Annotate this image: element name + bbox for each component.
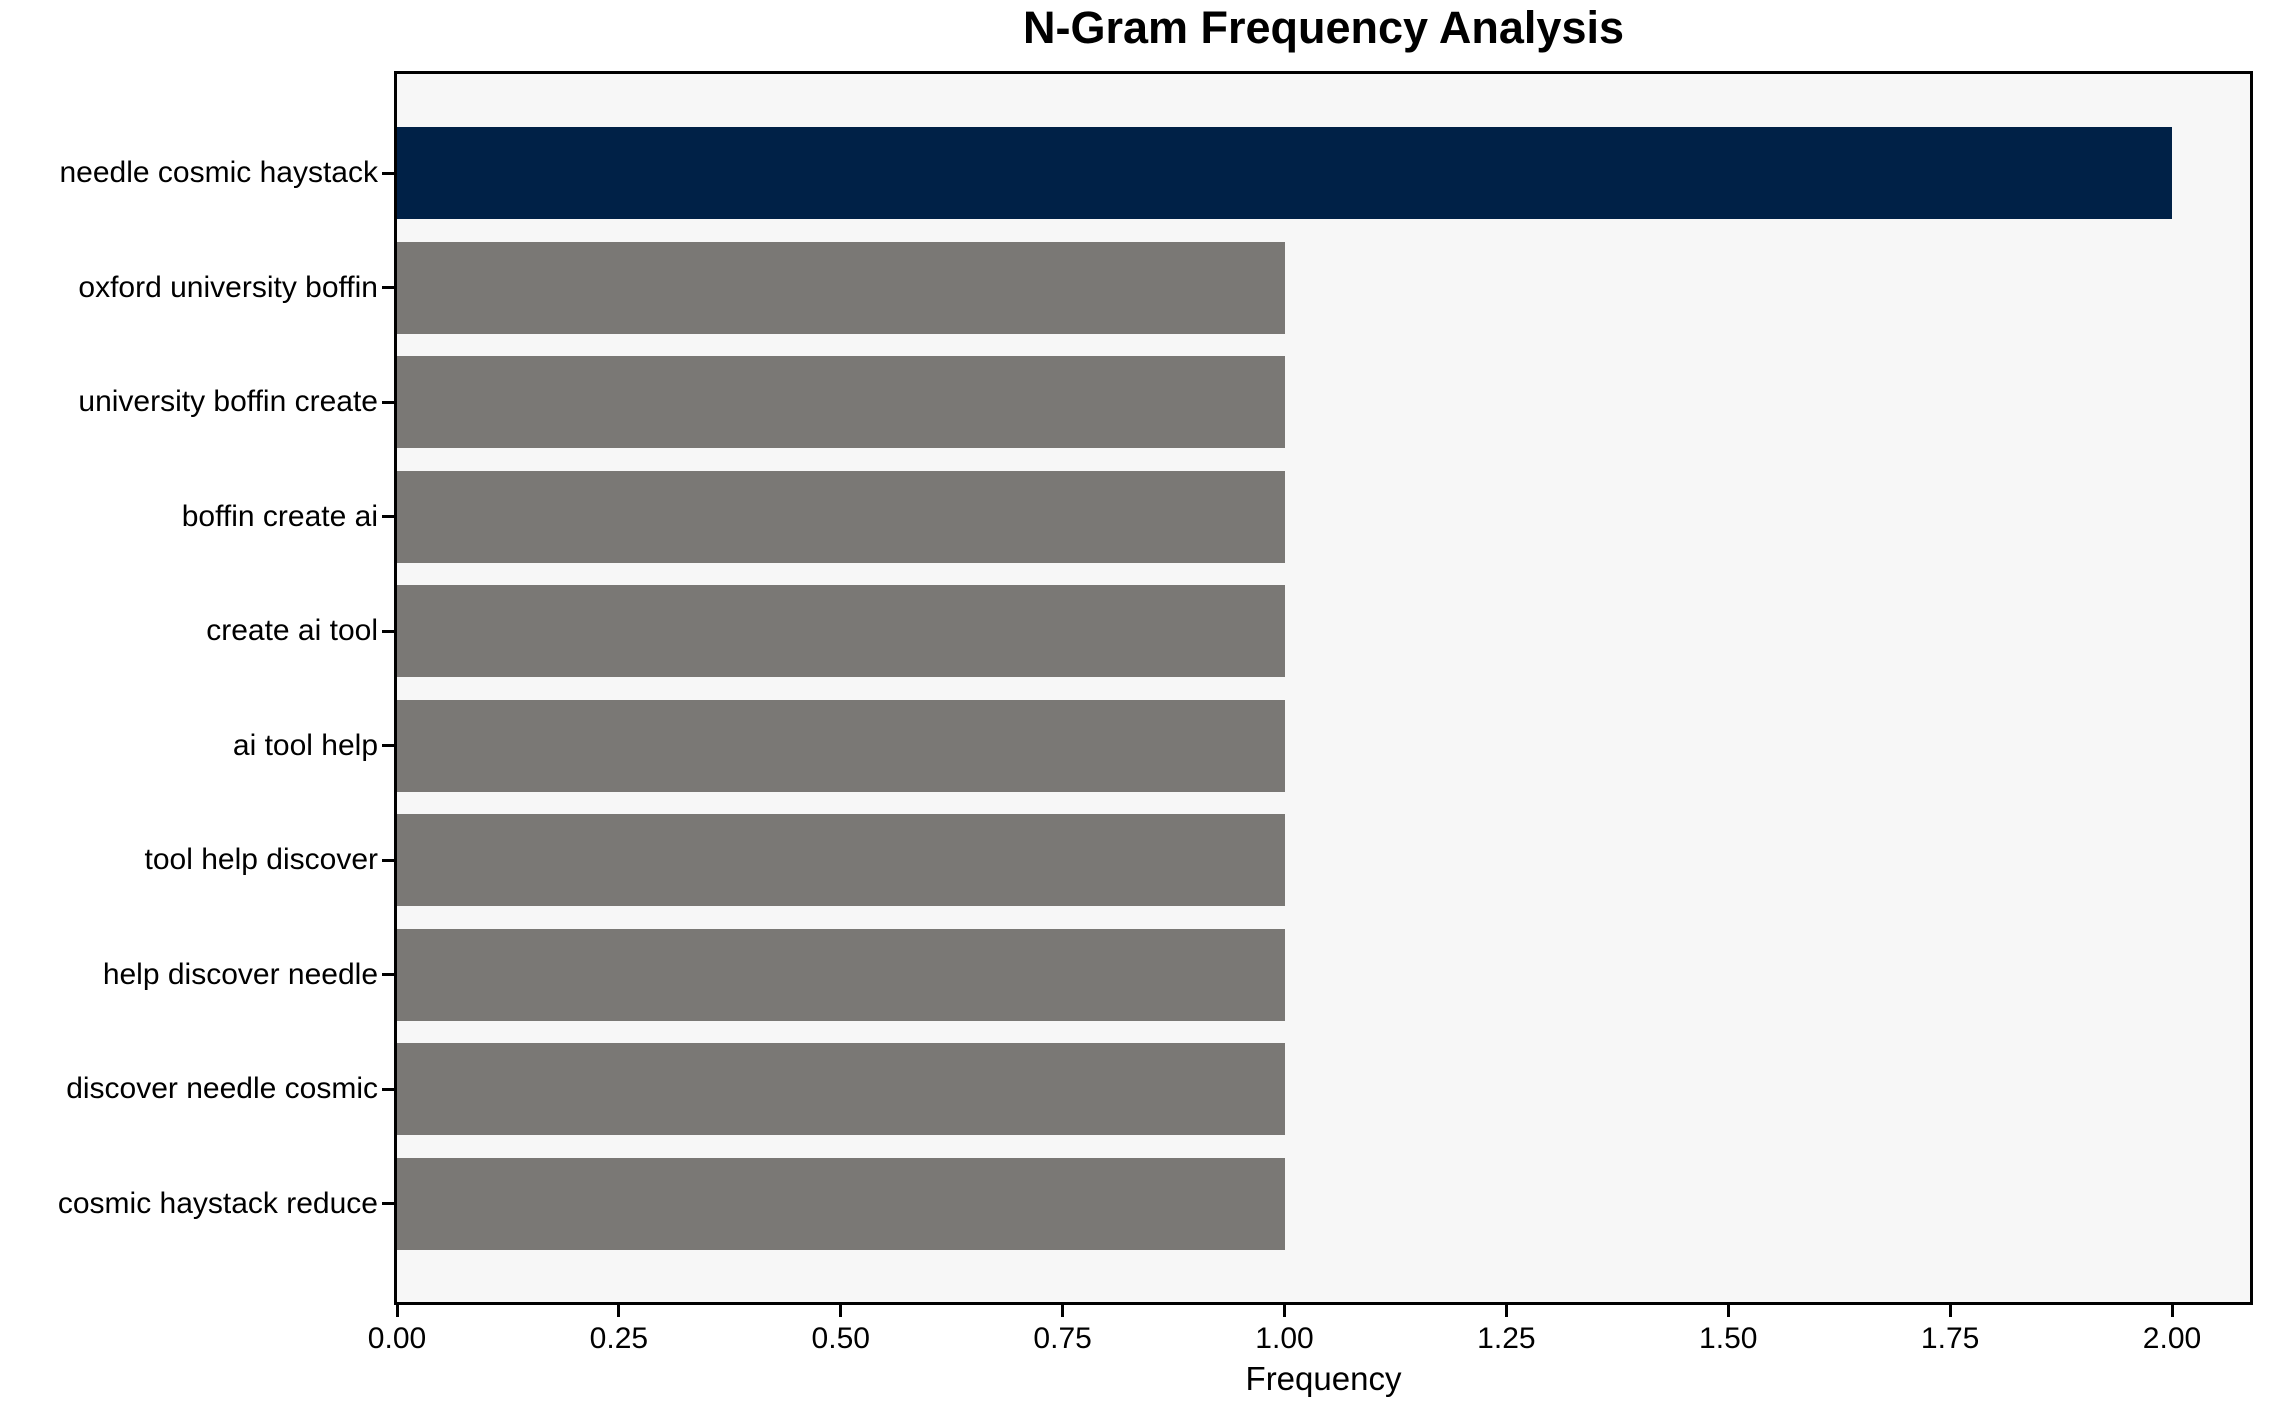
y-tick-mark <box>382 171 394 175</box>
y-tick-mark <box>382 1087 394 1091</box>
x-tick-mark <box>1061 1305 1065 1317</box>
y-tick-mark <box>382 629 394 633</box>
x-tick-label: 1.00 <box>1255 1322 1314 1355</box>
x-tick-label: 0.75 <box>1033 1322 1092 1355</box>
y-tick-label: university boffin create <box>78 385 378 418</box>
x-tick-mark <box>839 1305 843 1317</box>
y-tick-label: help discover needle <box>102 957 378 991</box>
bar-help-discover-needle <box>397 928 1285 1021</box>
bar-university-boffin-create <box>397 356 1285 448</box>
y-tick-mark <box>382 515 394 518</box>
bar-boffin-create-ai <box>397 470 1285 563</box>
bar-discover-needle-cosmic <box>397 1043 1285 1135</box>
y-tick-mark <box>382 286 394 289</box>
bar-create-ai-tool <box>397 585 1285 677</box>
y-tick-mark <box>382 744 394 747</box>
x-tick-label: 1.75 <box>1920 1322 1980 1355</box>
bar-tool-help-discover <box>397 814 1285 906</box>
bar-ai-tool-help <box>397 699 1285 792</box>
x-tick-label: 0.50 <box>811 1322 870 1355</box>
x-tick-mark <box>1726 1305 1730 1317</box>
x-tick-label: 1.25 <box>1477 1322 1536 1355</box>
x-tick-mark <box>2170 1305 2174 1317</box>
x-tick-label: 1.50 <box>1699 1322 1758 1355</box>
x-tick-label: 2.00 <box>2142 1322 2202 1355</box>
x-axis-title: Frequency <box>1245 1360 1402 1397</box>
bar-needle-cosmic-haystack <box>397 127 2172 219</box>
plot-area <box>394 71 2253 1305</box>
y-tick-mark <box>382 1202 394 1205</box>
y-tick-label: cosmic haystack reduce <box>57 1186 378 1220</box>
y-tick-label: discover needle cosmic <box>66 1072 378 1105</box>
x-tick-mark <box>617 1305 621 1317</box>
y-tick-label: tool help discover <box>144 843 378 876</box>
y-tick-mark <box>382 400 394 404</box>
y-tick-label: needle cosmic haystack <box>59 156 379 189</box>
y-tick-label: ai tool help <box>232 728 378 762</box>
x-tick-mark <box>1948 1305 1952 1317</box>
chart-title: N-Gram Frequency Analysis <box>1022 2 1625 53</box>
x-tick-label: 0.25 <box>589 1322 649 1355</box>
x-tick-mark <box>1504 1305 1508 1317</box>
x-tick-label: 0.00 <box>367 1322 427 1355</box>
y-tick-label: create ai tool <box>206 614 378 647</box>
bar-cosmic-haystack-reduce <box>397 1157 1285 1250</box>
x-tick-mark <box>395 1305 399 1317</box>
y-tick-label: oxford university boffin <box>78 270 378 304</box>
y-tick-mark <box>382 973 394 976</box>
y-tick-mark <box>382 858 394 862</box>
x-tick-mark <box>1283 1305 1286 1317</box>
bar-oxford-university-boffin <box>397 241 1285 334</box>
y-tick-label: boffin create ai <box>181 499 378 533</box>
